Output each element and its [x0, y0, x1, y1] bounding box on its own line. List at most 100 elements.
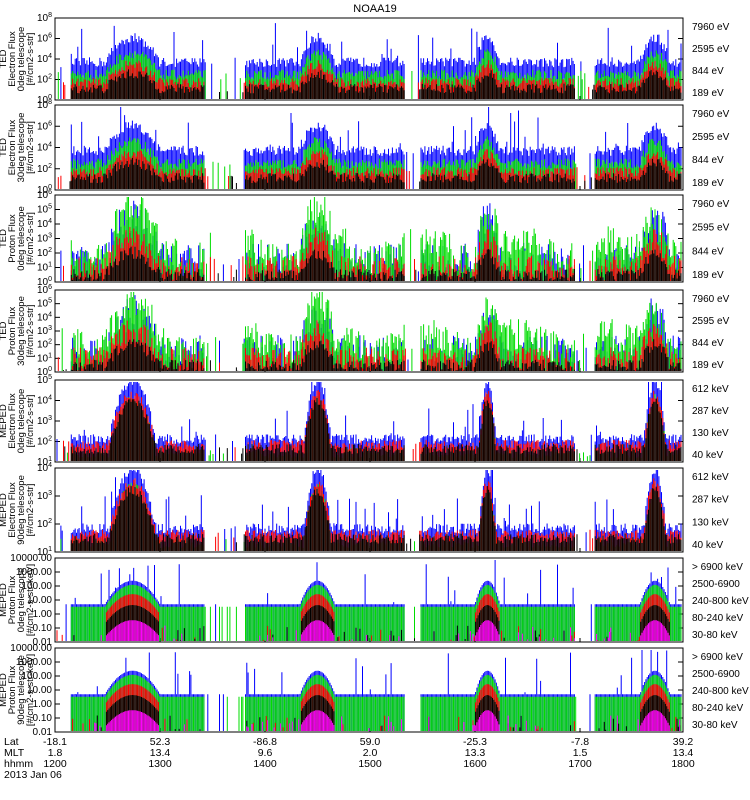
series-black [64, 398, 682, 461]
legend-entry: 7960 eV [692, 22, 730, 33]
x-tick-label-hhmm: 1800 [671, 758, 695, 770]
legend-entry: 7960 eV [692, 294, 730, 305]
x-tick-label-hhmm: 1500 [358, 758, 382, 770]
y-tick-label: 102 [37, 74, 52, 86]
legend-entry: 2595 eV [692, 132, 730, 143]
y-axis-label: MEPEDElectron Flux90deg telescope[#/cm2-… [0, 475, 36, 545]
y-tick-label: 10000.00 [10, 643, 52, 654]
legend-entry: 2595 eV [692, 44, 730, 55]
legend-entry: 80-240 keV [692, 613, 743, 624]
traces [56, 560, 682, 641]
y-axis-label-line: Electron Flux [7, 393, 18, 449]
y-tick-label: 105 [37, 374, 52, 386]
y-axis-label-line: TED [0, 229, 9, 248]
y-axis-label-line: 90deg telescope [16, 475, 27, 545]
y-tick-label: 0.01 [33, 637, 53, 648]
legend-entry: 612 keV [692, 472, 729, 483]
y-axis-label: MEPEDProton Flux0deg telescope[#/cm2-s-s… [0, 564, 36, 636]
y-axis-label-line: [#/cm2-s-str-keV] [25, 654, 36, 726]
y-tick-label: 106 [37, 120, 52, 132]
y-axis-label-line: [#/cm2-s-str] [25, 395, 36, 448]
y-axis-label-line: 0deg telescope [16, 206, 27, 270]
y-axis-label-line: Electron Flux [7, 120, 18, 176]
y-tick-label: 104 [37, 142, 52, 154]
series-green [60, 482, 682, 551]
legend-entry: 240-800 keV [692, 596, 749, 607]
y-tick-label: 10.00 [27, 685, 52, 696]
x-tick-label-hhmm: 1200 [43, 758, 67, 770]
x-row-label: hhmm [4, 758, 33, 770]
y-axis-label: TEDElectron Flux30deg telescope[#/cm2-s-… [0, 113, 36, 183]
x-tick-label-mlt: 13.4 [673, 747, 694, 759]
y-tick-label: 100.00 [21, 581, 52, 592]
series-blue [60, 23, 682, 99]
y-axis-label-line: MEPED [0, 404, 9, 438]
y-tick-label: 106 [37, 284, 52, 296]
series-blue [60, 200, 682, 281]
y-tick-label: 106 [37, 189, 52, 201]
y-tick-label: 105 [37, 298, 52, 310]
series-magenta [94, 710, 681, 731]
legend-entry: 612 keV [692, 384, 729, 395]
x-tick-label-lat: -25.3 [463, 736, 487, 748]
x-tick-label-mlt: 1.5 [573, 747, 588, 759]
x-tick-label-lat: 52.3 [150, 736, 171, 748]
legend-entry: 844 eV [692, 338, 724, 349]
y-tick-label: 102 [37, 247, 52, 259]
legend-entry: > 6900 keV [692, 652, 743, 663]
legend-entry: 189 eV [692, 270, 724, 281]
legend-entry: 2595 eV [692, 223, 730, 234]
y-tick-label: 1000.00 [16, 567, 53, 578]
y-axis-label-line: Proton Flux [7, 214, 18, 263]
x-tick-label-hhmm: 1700 [568, 758, 592, 770]
x-tick-label-lat: -86.8 [253, 736, 277, 748]
panel-8: 0.010.101.0010.00100.001000.0010000.00ME… [0, 643, 749, 738]
y-axis-label-line: Electron Flux [7, 31, 18, 87]
legend-entry: 7960 eV [692, 109, 730, 120]
y-axis-label-line: Electron Flux [7, 482, 18, 538]
x-tick-label-hhmm: 1400 [253, 758, 277, 770]
y-tick-label: 104 [37, 395, 52, 407]
y-tick-label: 106 [37, 33, 52, 45]
x-tick-label-hhmm: 1600 [463, 758, 487, 770]
y-tick-label: 103 [37, 325, 52, 337]
legend-entry: 2500-6900 [692, 579, 740, 590]
y-tick-label: 102 [37, 518, 52, 530]
y-axis-label: TEDElectron Flux0deg telescope[#/cm2-s-s… [0, 27, 36, 91]
legend-entry: 844 eV [692, 155, 724, 166]
legend-entry: 2595 eV [692, 316, 730, 327]
y-tick-label: 103 [37, 415, 52, 427]
legend-entry: 7960 eV [692, 199, 730, 210]
legend-entry: 40 keV [692, 540, 723, 551]
y-tick-label: 101 [37, 352, 52, 364]
y-axis-label-line: [#/cm2-s-str] [25, 212, 36, 265]
x-tick-label-mlt: 13.3 [465, 747, 486, 759]
y-axis-label-line: MEPED [0, 673, 9, 707]
y-axis-label-line: 30deg telescope [16, 296, 27, 366]
y-axis-label-line: [#/cm2-s-str] [25, 305, 36, 358]
y-axis-label-line: MEPED [0, 493, 9, 527]
series-black [70, 246, 682, 281]
legend-entry: 130 keV [692, 428, 729, 439]
x-tick-label-lat: 39.2 [673, 736, 694, 748]
y-tick-label: 104 [37, 462, 52, 474]
legend-entry: 30-80 keV [692, 720, 738, 731]
y-axis-label-line: TED [0, 49, 9, 68]
series-red [70, 478, 682, 551]
series-magenta [100, 620, 670, 641]
traces [57, 107, 682, 189]
y-tick-label: 102 [37, 339, 52, 351]
y-tick-label: 1.00 [33, 699, 53, 710]
date-label: 2013 Jan 06 [4, 769, 62, 781]
series-black [69, 157, 682, 189]
y-tick-label: 10000.00 [10, 553, 52, 564]
y-tick-label: 108 [37, 12, 52, 24]
legend-entry: 287 keV [692, 406, 729, 417]
y-tick-label: 100.00 [21, 671, 52, 682]
x-tick-label-lat: -18.1 [43, 736, 67, 748]
legend-entry: 240-800 keV [692, 686, 749, 697]
